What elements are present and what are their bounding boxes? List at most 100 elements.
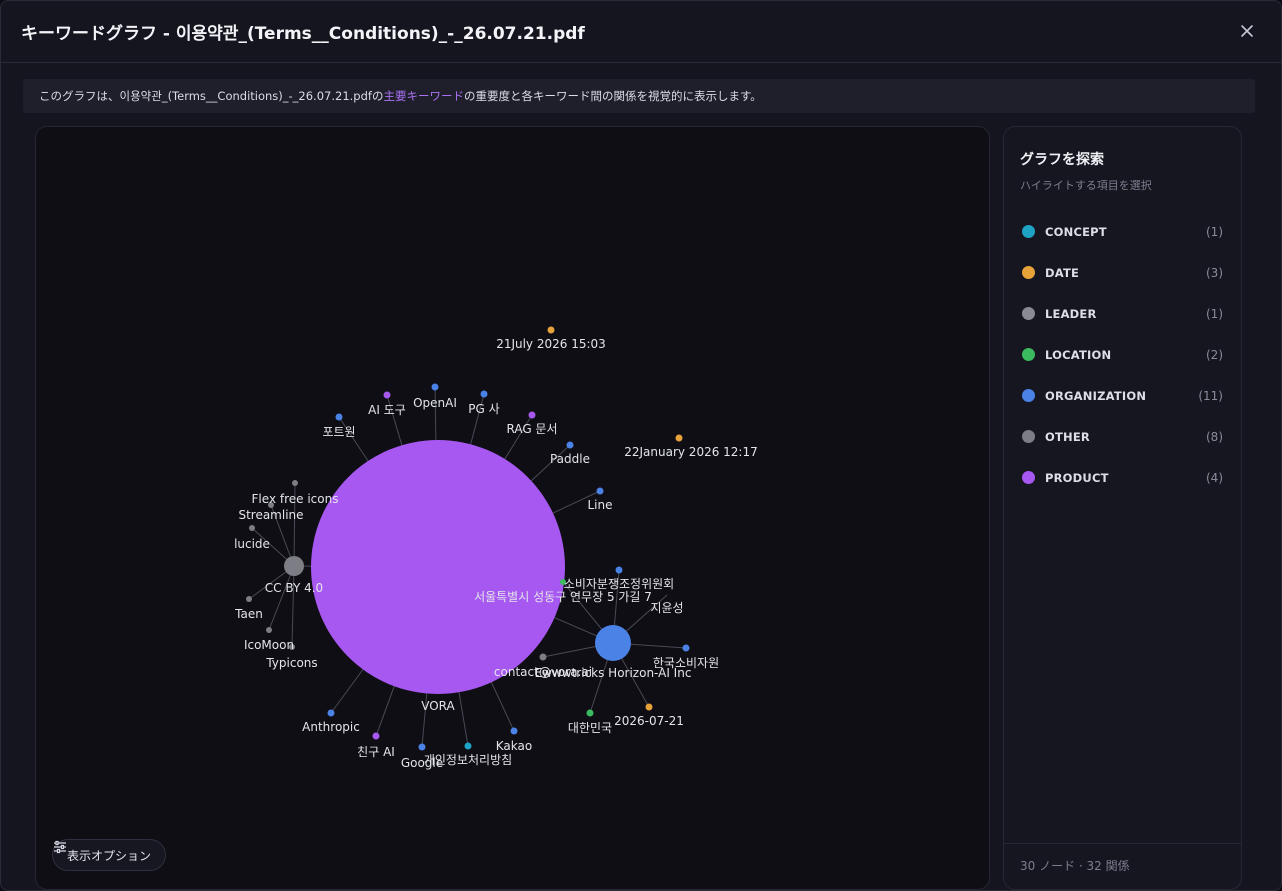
graph-node-icomoon[interactable]: [266, 627, 272, 633]
graph-node-label: RAG 문서: [506, 422, 557, 436]
graph-node-dispute[interactable]: [615, 566, 623, 574]
category-count: (3): [1206, 265, 1223, 280]
graph-node-label: CC BY 4.0: [265, 581, 323, 595]
graph-node-paddle[interactable]: [566, 441, 574, 449]
category-color-dot: [1022, 266, 1035, 279]
graph-node-label: 2026-07-21: [614, 714, 684, 728]
category-color-dot: [1022, 348, 1035, 361]
explore-subtitle: ハイライトする項目を選択: [1020, 179, 1152, 192]
category-count: (4): [1206, 470, 1223, 485]
close-icon: [1241, 25, 1253, 37]
graph-node-label: Ewwwtricks Horizon-AI Inc: [535, 666, 692, 680]
graph-node-privacy[interactable]: [464, 742, 472, 750]
graph-node-label: 개인정보처리방침: [424, 753, 512, 767]
graph-node-label: Paddle: [550, 452, 590, 466]
explore-title: グラフを探索: [1020, 152, 1104, 168]
graph-node-aitool[interactable]: [383, 391, 391, 399]
graph-node-label: PG 사: [468, 402, 499, 416]
category-product[interactable]: PRODUCT (4): [1004, 457, 1241, 498]
graph-node-horizon[interactable]: [595, 625, 631, 661]
graph-node-date1[interactable]: [547, 326, 555, 334]
category-name: CONCEPT: [1045, 224, 1107, 239]
graph-node-label: Taen: [234, 607, 263, 621]
keyword-graph[interactable]: VORA CC BY 4.0 Ewwwtricks Horizon-AI Inc 21…: [36, 127, 990, 890]
category-concept[interactable]: CONCEPT (1): [1004, 211, 1241, 252]
graph-node-typicons[interactable]: [289, 644, 295, 650]
graph-node-label: Line: [587, 498, 612, 512]
graph-node-label: Kakao: [496, 739, 532, 753]
graph-node-label: IcoMoon: [244, 638, 294, 652]
dialog-header: キーワードグラフ - 이용약관_(Terms__Conditions)_-_26…: [1, 1, 1281, 63]
graph-node-openai[interactable]: [431, 383, 439, 391]
graph-node-label: 21July 2026 15:03: [496, 337, 606, 351]
graph-node-lucide[interactable]: [249, 525, 255, 531]
description-banner: このグラフは、이용약관_(Terms__Conditions)_-_26.07.…: [23, 79, 1255, 113]
graph-node-label: VORA: [421, 699, 455, 713]
graph-node-korea[interactable]: [586, 709, 594, 717]
display-options-button[interactable]: 表示オプション: [52, 839, 167, 871]
graph-node-label: 소비자분쟁조정위원회: [564, 577, 674, 591]
graph-node-pg[interactable]: [480, 390, 488, 398]
category-count: (1): [1206, 306, 1223, 321]
category-count: (8): [1206, 429, 1223, 444]
category-list: CONCEPT (1) DATE (3) LEADER (1) LOCATION…: [1004, 211, 1241, 498]
graph-node-label: AI 도구: [368, 403, 406, 417]
graph-node-kca[interactable]: [682, 644, 690, 652]
graph-node-label: 서울특별시 성동구 연무장 5 가길 7: [474, 590, 652, 604]
graph-node-seoul[interactable]: [560, 579, 566, 585]
category-name: DATE: [1045, 265, 1080, 280]
sliders-icon: [54, 840, 66, 854]
graph-node-line[interactable]: [596, 487, 604, 495]
category-color-dot: [1022, 471, 1035, 484]
graph-stats: 30 ノード · 32 関係: [1004, 843, 1241, 889]
graph-node-label: 친구 AI: [357, 745, 395, 759]
category-other[interactable]: OTHER (8): [1004, 416, 1241, 457]
graph-node-kakao[interactable]: [510, 727, 518, 735]
category-leader[interactable]: LEADER (1): [1004, 293, 1241, 334]
category-name: ORGANIZATION: [1045, 388, 1147, 403]
graph-node-label: 대한민국: [568, 721, 612, 735]
category-color-dot: [1022, 307, 1035, 320]
graph-edge: [268, 565, 295, 631]
graph-node-vora[interactable]: [311, 440, 565, 694]
close-button[interactable]: [1237, 21, 1257, 41]
graph-node-cc[interactable]: [284, 556, 304, 576]
dialog-title: キーワードグラフ - 이용약관_(Terms__Conditions)_-_26…: [21, 24, 585, 44]
graph-node-contact[interactable]: [539, 653, 547, 661]
graph-node-google[interactable]: [418, 743, 426, 751]
graph-canvas[interactable]: VORA CC BY 4.0 Ewwwtricks Horizon-AI Inc 21…: [35, 126, 990, 890]
category-name: PRODUCT: [1045, 470, 1109, 485]
graph-node-date3[interactable]: [645, 703, 653, 711]
graph-node-rag[interactable]: [528, 411, 536, 419]
graph-node-label: 지윤성: [650, 601, 683, 615]
graph-node-label: OpenAI: [413, 396, 457, 410]
category-count: (1): [1206, 224, 1223, 239]
graph-node-label: 한국소비자원: [653, 656, 719, 670]
category-count: (2): [1206, 347, 1223, 362]
category-color-dot: [1022, 225, 1035, 238]
category-name: LOCATION: [1045, 347, 1112, 362]
explore-panel: グラフを探索 ハイライトする項目を選択 CONCEPT (1) DATE (3)…: [1003, 126, 1242, 890]
graph-node-date2[interactable]: [675, 434, 683, 442]
category-color-dot: [1022, 430, 1035, 443]
category-location[interactable]: LOCATION (2): [1004, 334, 1241, 375]
graph-node-label: 22January 2026 12:17: [624, 445, 758, 459]
graph-node-label: Anthropic: [302, 720, 360, 734]
graph-node-label: Typicons: [265, 656, 317, 670]
category-color-dot: [1022, 389, 1035, 402]
graph-node-portone[interactable]: [335, 413, 343, 421]
category-organization[interactable]: ORGANIZATION (11): [1004, 375, 1241, 416]
category-count: (11): [1198, 388, 1223, 403]
graph-node-streamline[interactable]: [268, 502, 274, 508]
graph-node-flex[interactable]: [292, 480, 298, 486]
graph-node-label: 포트원: [322, 425, 355, 439]
graph-node-taen[interactable]: [246, 596, 252, 602]
graph-nodes[interactable]: VORA CC BY 4.0 Ewwwtricks Horizon-AI Inc 21…: [234, 326, 758, 771]
graph-node-friend[interactable]: [372, 732, 380, 740]
graph-edge: [293, 482, 296, 567]
graph-node-anthropic[interactable]: [327, 709, 335, 717]
display-options-label: 表示オプション: [67, 848, 152, 863]
graph-node-label: Google: [401, 756, 443, 770]
category-date[interactable]: DATE (3): [1004, 252, 1241, 293]
